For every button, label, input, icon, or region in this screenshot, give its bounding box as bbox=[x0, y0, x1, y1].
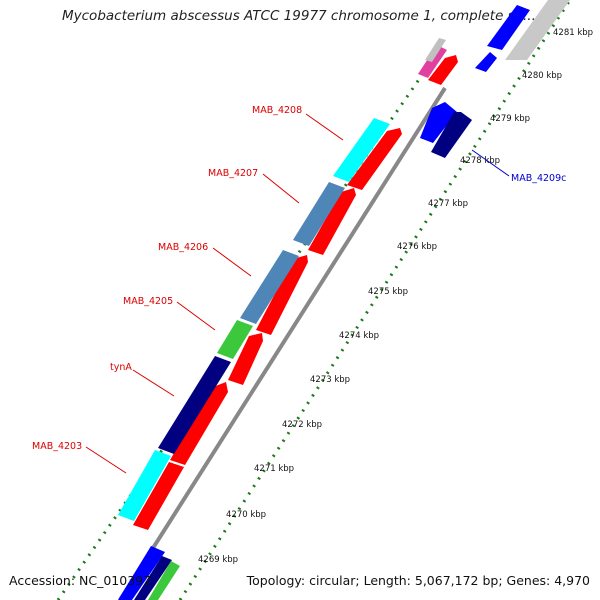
leader-line bbox=[305, 113, 344, 141]
leader-line bbox=[176, 301, 216, 331]
tick-label: 4278 kbp bbox=[460, 156, 500, 166]
tick-label: 4272 kbp bbox=[282, 420, 322, 430]
kbp-ticks: 4269 kbp 4270 kbp 4271 kbp 4272 kbp 4273… bbox=[198, 28, 593, 565]
gene-label-tyna[interactable]: tynA bbox=[110, 362, 132, 373]
tick-label: 4273 kbp bbox=[310, 375, 350, 385]
label-leaders bbox=[85, 113, 510, 474]
leader-line bbox=[262, 173, 300, 204]
gene-feature[interactable] bbox=[308, 188, 356, 255]
gene-feature[interactable] bbox=[347, 128, 402, 190]
locus-block-top-gray bbox=[425, 38, 446, 62]
gene-label-mab4207[interactable]: MAB_4207 bbox=[208, 168, 258, 179]
accession-label: Accession: NC_010397 bbox=[9, 573, 152, 588]
tick-label: 4279 kbp bbox=[490, 114, 530, 124]
tick-label: 4281 kbp bbox=[553, 28, 593, 38]
locus-block-mab4203[interactable] bbox=[118, 450, 171, 521]
locus-blocks bbox=[118, 38, 447, 521]
feature-gray-top bbox=[505, 0, 570, 60]
gene-label-mab4203[interactable]: MAB_4203 bbox=[32, 441, 82, 452]
locus-block-mab4206[interactable] bbox=[240, 250, 299, 324]
gene-feature[interactable] bbox=[228, 333, 263, 385]
leader-line bbox=[85, 446, 127, 474]
topology-summary: Topology: circular; Length: 5,067,172 bp… bbox=[246, 573, 590, 588]
gene-feature[interactable] bbox=[431, 112, 472, 158]
reverse-strand-genes bbox=[118, 5, 530, 600]
tick-label: 4277 kbp bbox=[428, 199, 468, 209]
gene-feature[interactable] bbox=[134, 556, 172, 600]
gene-feature[interactable] bbox=[487, 5, 530, 50]
gene-feature bbox=[148, 561, 180, 600]
genome-backbone bbox=[118, 86, 447, 600]
gene-feature[interactable] bbox=[420, 102, 457, 143]
locus-block-tyna[interactable] bbox=[158, 356, 231, 454]
tick-label: 4274 kbp bbox=[339, 331, 379, 341]
tick-label: 4276 kbp bbox=[397, 242, 437, 252]
leader-line bbox=[132, 369, 175, 397]
gene-feature[interactable] bbox=[118, 546, 165, 600]
forward-strand-genes bbox=[133, 55, 458, 530]
tick-label: 4271 kbp bbox=[254, 464, 294, 474]
gene-feature[interactable] bbox=[428, 55, 458, 85]
tick-label: 4275 kbp bbox=[368, 287, 408, 297]
locus-block-top-magenta bbox=[418, 45, 447, 78]
map-title: Mycobacterium abscessus ATCC 19977 chrom… bbox=[62, 8, 536, 24]
gene-label-mab4209c[interactable]: MAB_4209c bbox=[511, 173, 566, 184]
gene-feature[interactable] bbox=[475, 52, 497, 72]
locus-block-mab4205[interactable] bbox=[217, 320, 253, 359]
gene-feature[interactable] bbox=[256, 255, 308, 335]
locus-block-mab4207[interactable] bbox=[293, 182, 345, 246]
tick-label: 4269 kbp bbox=[198, 555, 238, 565]
gene-label-mab4205[interactable]: MAB_4205 bbox=[123, 296, 173, 307]
gene-feature[interactable] bbox=[170, 382, 228, 465]
leader-line bbox=[212, 247, 252, 277]
tick-label: 4270 kbp bbox=[226, 510, 266, 520]
gene-labels: MAB_4208 MAB_4207 MAB_4206 MAB_4205 tynA… bbox=[32, 105, 566, 452]
tick-label: 4280 kbp bbox=[522, 71, 562, 81]
gene-label-mab4208[interactable]: MAB_4208 bbox=[252, 105, 302, 116]
gene-feature[interactable] bbox=[133, 462, 184, 530]
locus-block-mab4208[interactable] bbox=[333, 118, 390, 182]
gene-label-mab4206[interactable]: MAB_4206 bbox=[158, 242, 208, 253]
leader-line bbox=[471, 149, 510, 177]
